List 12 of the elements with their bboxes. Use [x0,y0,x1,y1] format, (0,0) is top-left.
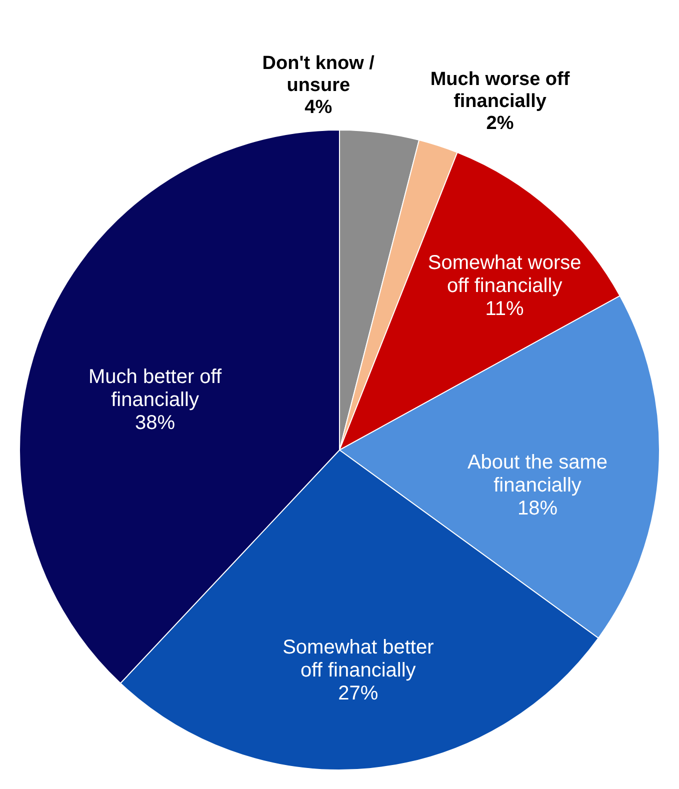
data-label: 2% [486,113,514,134]
slice-label: Somewhat worse off financially [428,252,582,297]
data-label: 27% [338,682,378,705]
data-label: 11% [485,298,524,320]
data-label: 18% [517,497,558,520]
slice-label: Somewhat better off financially [282,636,434,682]
slice-label: Much worse off financially [430,69,570,112]
slice-label: Don't know / unsure [262,53,376,96]
data-label: 38% [135,412,176,434]
slice-label: About the same financially [467,451,608,496]
slice-label: Much better off financially [88,366,222,411]
data-label: 4% [304,97,332,118]
